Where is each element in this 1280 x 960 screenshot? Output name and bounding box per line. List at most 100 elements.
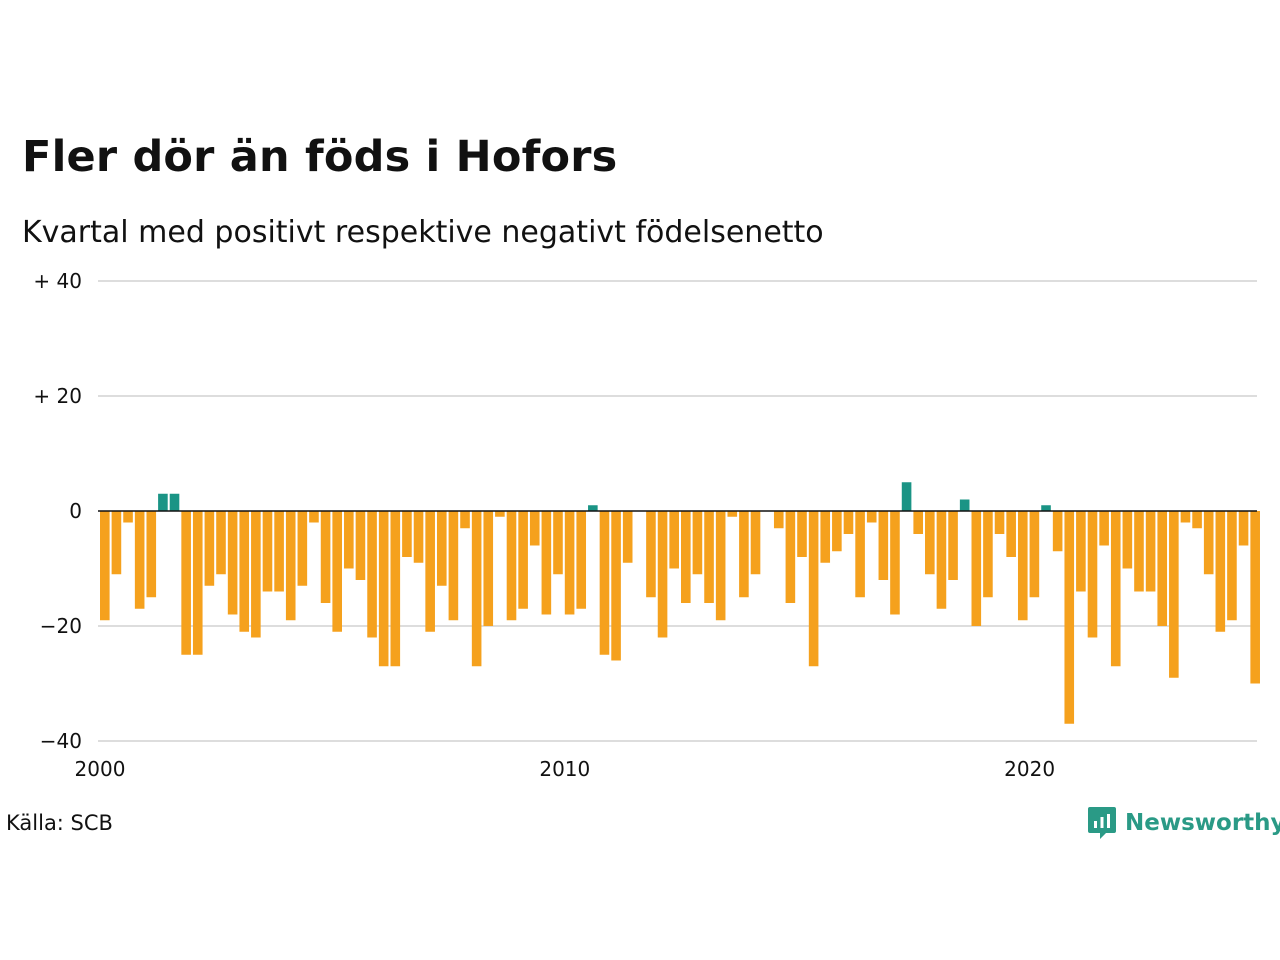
bar	[413, 511, 424, 563]
bar	[1192, 511, 1202, 529]
bar	[1238, 511, 1249, 546]
bar	[797, 511, 807, 557]
y-tick-label: + 20	[33, 384, 82, 408]
bar	[669, 511, 679, 569]
bar	[692, 511, 703, 575]
bar	[843, 511, 854, 534]
bar	[483, 511, 494, 626]
bar	[1145, 511, 1156, 592]
y-tick-label: −20	[40, 614, 82, 638]
bar	[1041, 505, 1051, 511]
y-tick-label: −40	[40, 729, 82, 753]
bar	[1064, 511, 1075, 724]
bar	[309, 511, 319, 523]
bar	[808, 511, 819, 667]
bar	[773, 511, 784, 529]
bar	[1157, 511, 1168, 626]
bar	[123, 511, 133, 523]
bar	[727, 511, 738, 517]
bar	[820, 511, 831, 563]
bar	[495, 511, 505, 517]
bar	[100, 511, 110, 621]
bar	[1250, 511, 1260, 684]
x-tick-label: 2000	[75, 757, 126, 781]
bar	[890, 511, 900, 615]
bar	[599, 511, 610, 655]
bar	[971, 511, 982, 626]
bar	[750, 511, 761, 575]
bar	[901, 482, 912, 511]
bar	[622, 511, 633, 563]
bar	[460, 511, 470, 529]
bar	[878, 511, 889, 580]
bar	[227, 511, 238, 615]
bar	[1110, 511, 1121, 667]
chart-title: Fler dör än föds i Hofors	[22, 132, 618, 182]
bar	[541, 511, 552, 615]
bar	[739, 511, 749, 598]
bars	[100, 482, 1260, 724]
bar	[1169, 511, 1179, 678]
bar	[913, 511, 923, 534]
bar	[657, 511, 668, 638]
bar	[611, 511, 621, 661]
bar	[262, 511, 273, 592]
bar	[855, 511, 865, 598]
y-tick-label: 0	[69, 499, 82, 523]
bar	[646, 511, 656, 598]
bar	[297, 511, 308, 586]
bar	[332, 511, 342, 632]
bar	[239, 511, 250, 632]
bar	[192, 511, 203, 655]
newsworthy-logo-text: Newsworthy	[1125, 810, 1280, 836]
y-axis-labels: + 40 + 20 0 −20 −40	[33, 269, 82, 753]
y-tick-label: + 40	[33, 269, 82, 293]
bar	[274, 511, 284, 592]
bar	[204, 511, 215, 586]
bar	[169, 493, 180, 511]
bar	[576, 511, 587, 609]
bar	[402, 511, 412, 557]
bar	[553, 511, 563, 575]
bar	[529, 511, 540, 546]
bar	[320, 511, 331, 603]
bar	[146, 511, 157, 598]
bar	[344, 511, 354, 569]
bar	[355, 511, 366, 580]
bar	[1227, 511, 1237, 621]
bar	[948, 511, 958, 580]
bar	[866, 511, 877, 523]
bar	[1203, 511, 1214, 575]
bar	[425, 511, 435, 632]
bar	[1099, 511, 1109, 546]
bar	[959, 499, 970, 511]
bar	[518, 511, 528, 609]
x-tick-label: 2020	[1004, 757, 1055, 781]
bar	[448, 511, 459, 621]
bar	[1029, 511, 1040, 598]
bar	[588, 505, 598, 511]
bar	[1122, 511, 1133, 569]
bar	[390, 511, 401, 667]
bar	[367, 511, 377, 638]
bar	[1087, 511, 1098, 638]
bar	[285, 511, 296, 621]
grid-lines	[98, 280, 1257, 742]
bar	[681, 511, 691, 603]
bar	[1076, 511, 1086, 592]
bar	[378, 511, 389, 667]
bar	[471, 511, 482, 667]
bar	[251, 511, 261, 638]
bar	[1052, 511, 1063, 552]
bar	[715, 511, 726, 621]
bar	[111, 511, 122, 575]
bar	[158, 493, 168, 511]
x-tick-label: 2010	[539, 757, 590, 781]
bar	[925, 511, 935, 575]
bar	[832, 511, 842, 552]
source-note: Källa: SCB	[6, 811, 113, 835]
newsworthy-logo-icon	[1088, 807, 1116, 839]
bar	[936, 511, 947, 609]
bar	[564, 511, 575, 615]
bar	[785, 511, 796, 603]
